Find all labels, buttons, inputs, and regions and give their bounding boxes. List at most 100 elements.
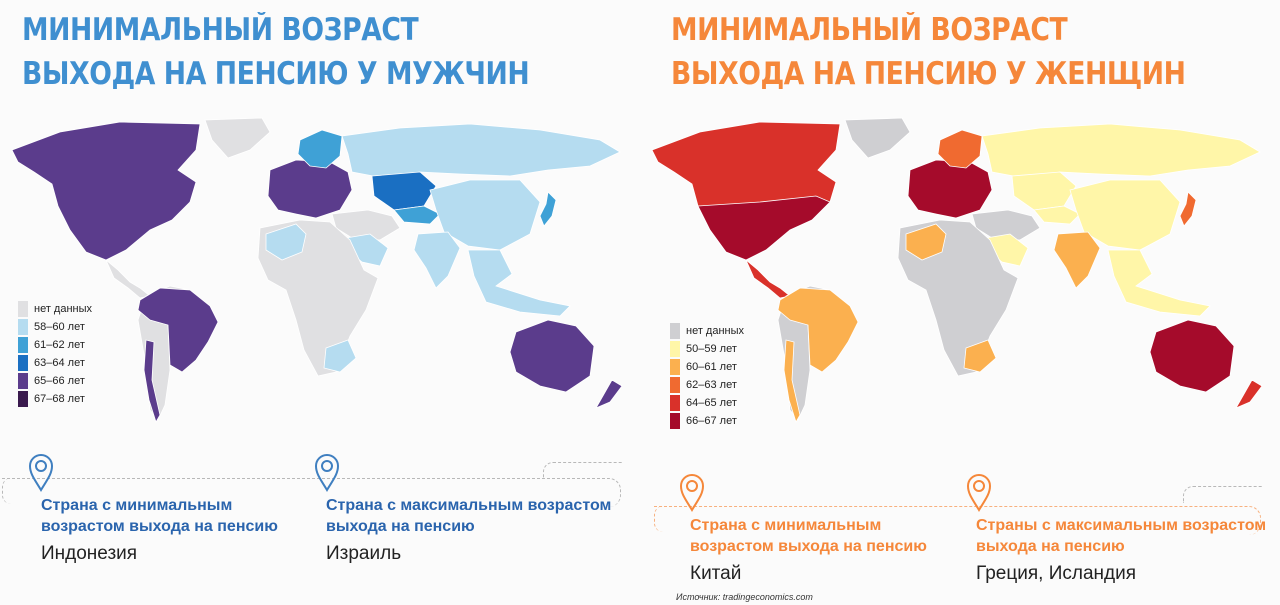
- legend-item: 64–65 лет: [670, 394, 744, 412]
- legend-swatch: [670, 395, 680, 411]
- legend-label: 64–65 лет: [686, 397, 737, 409]
- men-min-label: Страна с минимальным возрастом выхода на…: [41, 495, 278, 537]
- men-world-map: [11, 117, 623, 423]
- southeast-asia: [467, 249, 571, 317]
- source-note: Источник: tradingeconomics.com: [676, 592, 813, 602]
- china: [429, 179, 541, 251]
- greenland: [204, 117, 271, 159]
- legend-item: 63–64 лет: [18, 354, 92, 372]
- europe: [907, 159, 993, 219]
- legend-item: 66–67 лет: [670, 412, 744, 430]
- decorative-dashed-line: [543, 462, 622, 479]
- southern-africa: [323, 339, 357, 373]
- legend-label: 61–62 лет: [34, 339, 85, 351]
- brazil: [777, 287, 859, 373]
- legend-swatch: [18, 391, 28, 407]
- central-america: [105, 259, 151, 299]
- men-max-label: Страна с максимальным возрастом выхода н…: [326, 495, 611, 537]
- women-min-country: Китай: [690, 563, 742, 584]
- india: [1053, 231, 1101, 289]
- kazakhstan: [371, 171, 437, 211]
- women-title-line2: ВЫХОДА НА ПЕНСИЮ У ЖЕНЩИН: [671, 56, 1186, 92]
- women-min-label-line1: Страна с минимальным: [690, 517, 882, 534]
- brazil: [137, 287, 219, 373]
- legend-item: 61–62 лет: [18, 336, 92, 354]
- legend-label: 63–64 лет: [34, 357, 85, 369]
- women-world-map: [651, 117, 1263, 423]
- decorative-dashed-line: [654, 506, 1261, 535]
- central-america: [745, 259, 791, 299]
- men-max-label-line2: выхода на пенсию: [326, 518, 475, 535]
- legend-swatch: [670, 341, 680, 357]
- north-america: [11, 121, 201, 261]
- india: [413, 231, 461, 289]
- decorative-dashed-line: [654, 506, 663, 532]
- usa: [697, 195, 831, 261]
- australia: [1149, 319, 1235, 393]
- women-title-line1: МИНИМАЛЬНЫЙ ВОЗРАСТ: [671, 12, 1068, 48]
- decorative-dashed-line: [1183, 486, 1262, 503]
- north-africa-left: [905, 223, 947, 261]
- legend-swatch: [18, 373, 28, 389]
- china: [1069, 179, 1181, 251]
- men-max-country-block: Страна с максимальным возрастом выхода н…: [326, 495, 611, 565]
- legend-swatch: [18, 355, 28, 371]
- legend-swatch: [18, 337, 28, 353]
- women-max-label-line2: выхода на пенсию: [976, 538, 1125, 555]
- women-max-country: Греция, Исландия: [976, 563, 1136, 584]
- legend-item: 60–61 лет: [670, 358, 744, 376]
- southern-africa: [963, 339, 997, 373]
- men-title: МИНИМАЛЬНЫЙ ВОЗРАСТ ВЫХОДА НА ПЕНСИЮ У М…: [22, 8, 530, 96]
- women-max-country-block: Страны с максимальным возрастом выхода н…: [976, 515, 1266, 585]
- men-legend: нет данных 58–60 лет 61–62 лет 63–64 лет…: [18, 300, 92, 408]
- scandinavia: [937, 129, 983, 169]
- men-panel: МИНИМАЛЬНЫЙ ВОЗРАСТ ВЫХОДА НА ПЕНСИЮ У М…: [2, 8, 623, 565]
- decorative-dashed-line: [2, 478, 621, 507]
- men-min-label-line2: возрастом выхода на пенсию: [41, 518, 278, 535]
- location-pin-icon: [679, 474, 705, 512]
- new-zealand: [595, 379, 623, 409]
- men-max-country: Израиль: [326, 543, 402, 564]
- legend-swatch: [670, 323, 680, 339]
- location-pin-icon: [28, 454, 54, 492]
- legend-label: 67–68 лет: [34, 393, 85, 405]
- legend-item: 58–60 лет: [18, 318, 92, 336]
- russia: [981, 123, 1261, 179]
- europe: [267, 159, 353, 219]
- legend-swatch: [670, 413, 680, 429]
- women-min-country-block: Страна с минимальным возрастом выхода на…: [690, 515, 927, 585]
- women-legend: нет данных 50–59 лет 60–61 лет 62–63 лет…: [670, 322, 744, 430]
- legend-item: 65–66 лет: [18, 372, 92, 390]
- men-title-line2: ВЫХОДА НА ПЕНСИЮ У МУЖЧИН: [22, 56, 530, 92]
- legend-item: нет данных: [670, 322, 744, 340]
- legend-item: 67–68 лет: [18, 390, 92, 408]
- japan: [1179, 191, 1197, 227]
- chile: [143, 339, 161, 423]
- new-zealand: [1235, 379, 1263, 409]
- central-asia: [1033, 205, 1081, 225]
- women-min-label-line2: возрастом выхода на пенсию: [690, 538, 927, 555]
- legend-swatch: [18, 319, 28, 335]
- legend-label: нет данных: [34, 303, 93, 315]
- legend-label: нет данных: [686, 325, 745, 337]
- legend-label: 60–61 лет: [686, 361, 737, 373]
- legend-swatch: [18, 301, 28, 317]
- women-min-label: Страна с минимальным возрастом выхода на…: [690, 515, 927, 557]
- men-max-label-line1: Страна с максимальным возрастом: [326, 497, 612, 514]
- women-max-label: Страны с максимальным возрастом выхода н…: [976, 515, 1266, 557]
- australia: [509, 319, 595, 393]
- women-panel: МИНИМАЛЬНЫЙ ВОЗРАСТ ВЫХОДА НА ПЕНСИЮ У Ж…: [640, 0, 1280, 605]
- legend-label: 58–60 лет: [34, 321, 85, 333]
- men-min-country-block: Страна с минимальным возрастом выхода на…: [41, 495, 278, 565]
- men-title-line1: МИНИМАЛЬНЫЙ ВОЗРАСТ: [22, 12, 419, 48]
- men-min-label-line1: Страна с минимальным: [41, 497, 233, 514]
- decorative-dashed-line: [2, 478, 11, 504]
- legend-label: 50–59 лет: [686, 343, 737, 355]
- japan: [539, 191, 557, 227]
- russia: [341, 123, 621, 179]
- north-africa-left: [265, 223, 307, 261]
- central-asia: [393, 205, 441, 225]
- chile: [783, 339, 801, 423]
- women-max-label-line1: Страны с максимальным возрастом: [976, 517, 1267, 534]
- kazakhstan: [1011, 171, 1077, 211]
